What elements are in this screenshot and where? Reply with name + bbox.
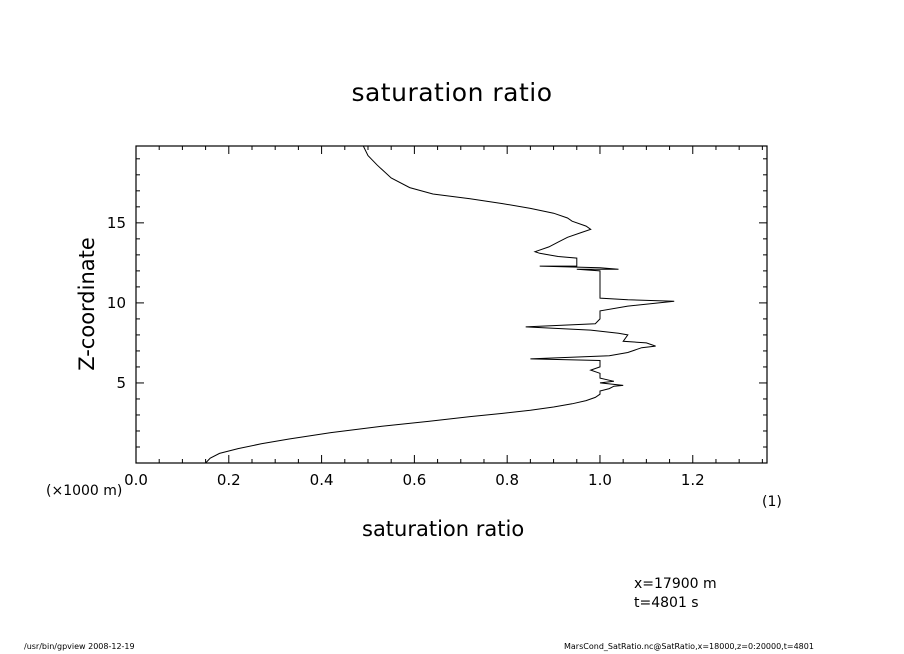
chart-title: saturation ratio	[351, 78, 553, 107]
x-tick-label: 1.0	[588, 471, 612, 489]
x-axis-label: saturation ratio	[362, 517, 525, 541]
x-tick-label: 0.8	[495, 471, 519, 489]
footer-program-date: /usr/bin/gpview 2008-12-19	[24, 642, 135, 651]
x-tick-label: 0.0	[124, 471, 148, 489]
y-tick-label: 15	[107, 214, 126, 232]
x-tick-label: 0.6	[402, 471, 426, 489]
plot-frame	[135, 145, 768, 464]
x-tick-label: 1.2	[681, 471, 705, 489]
tick-labels: 0.0 0.2 0.4 0.6 0.8 1.0 1.2 5 10 15	[107, 214, 705, 489]
y-tick-label: 5	[116, 374, 126, 392]
tick-marks	[135, 146, 767, 463]
y-axis-label: Z-coordinate	[75, 237, 99, 371]
x-tick-label: 0.2	[217, 471, 241, 489]
x-position-note: x=17900 m	[634, 576, 717, 592]
series-line	[205, 145, 675, 464]
x-tick-label: 0.4	[310, 471, 334, 489]
footer-data-source: MarsCond_SatRatio.nc@SatRatio,x=18000,z=…	[564, 642, 814, 651]
y-axis-unit: (×1000 m)	[46, 483, 123, 499]
x-axis-unit: (1)	[762, 494, 782, 510]
y-tick-label: 10	[107, 294, 126, 312]
time-note: t=4801 s	[634, 595, 699, 611]
